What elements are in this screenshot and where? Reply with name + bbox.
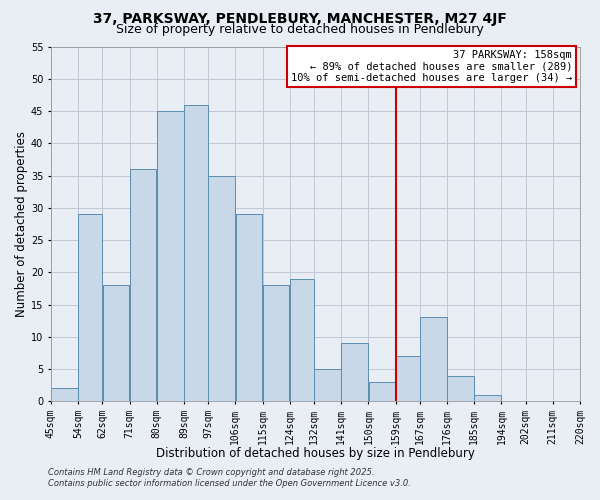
X-axis label: Distribution of detached houses by size in Pendlebury: Distribution of detached houses by size … xyxy=(156,447,475,460)
Bar xyxy=(396,356,419,402)
Text: Contains HM Land Registry data © Crown copyright and database right 2025.
Contai: Contains HM Land Registry data © Crown c… xyxy=(48,468,411,487)
Bar xyxy=(475,395,501,402)
Bar xyxy=(420,318,447,402)
Bar xyxy=(79,214,102,402)
Bar xyxy=(157,111,184,402)
Bar xyxy=(103,285,129,402)
Bar xyxy=(290,279,314,402)
Bar xyxy=(341,344,368,402)
Text: 37, PARKSWAY, PENDLEBURY, MANCHESTER, M27 4JF: 37, PARKSWAY, PENDLEBURY, MANCHESTER, M2… xyxy=(93,12,507,26)
Bar xyxy=(208,176,235,402)
Y-axis label: Number of detached properties: Number of detached properties xyxy=(15,131,28,317)
Bar xyxy=(51,388,78,402)
Bar xyxy=(447,376,474,402)
Text: 37 PARKSWAY: 158sqm
← 89% of detached houses are smaller (289)
10% of semi-detac: 37 PARKSWAY: 158sqm ← 89% of detached ho… xyxy=(291,50,572,83)
Bar xyxy=(130,169,157,402)
Bar xyxy=(368,382,395,402)
Bar xyxy=(236,214,262,402)
Text: Size of property relative to detached houses in Pendlebury: Size of property relative to detached ho… xyxy=(116,22,484,36)
Bar xyxy=(314,369,341,402)
Bar xyxy=(263,285,289,402)
Bar xyxy=(184,104,208,402)
